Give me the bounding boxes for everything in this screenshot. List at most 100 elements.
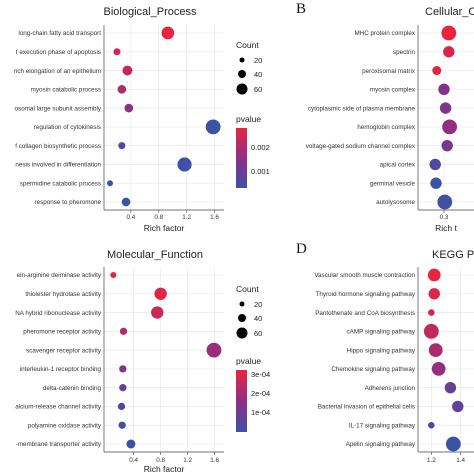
kegg-x-tick-label: 1.2 [427,457,436,464]
cc-point-mhc-protein-complex [441,25,457,41]
kegg-point-il-17-signaling-pathway [428,421,435,429]
bp-pvalue-colorbar [236,128,247,188]
cc-category-label-spectrin: spectrin [393,49,416,56]
mf-x-axis-label: Rich factor [144,464,185,474]
cc-category-label-peroxisomal-matrix: peroxisomal matrix [362,68,416,75]
bp-x-axis-label: Rich factor [144,223,185,233]
bp-category-label-spermidine-catabolic-process: spermidine catabolic process [20,180,101,187]
bp-point-spermidine-catabolic-process [107,180,113,187]
bp-point-nch-elongation-of-an-epithelium [122,65,133,76]
bp-point-regulation-of-cytokinesis [205,119,221,135]
cc-category-label-mhc-protein-complex: MHC protein complex [354,30,415,37]
bp-point-f-collagen-biosynthetic-process [118,142,126,150]
bp-point-osomal-large-subunit-assembly [124,103,134,113]
cc-category-label-germinal-vesicle: germinal vesicle [370,180,416,187]
bp-count-legend-dot-20 [239,57,245,63]
panel-letter-b: B [296,1,306,17]
mf-point-interleukin-1-receptor-binding [119,365,127,373]
mf-category-label-interleukin-1-receptor-binding: interleukin-1 receptor binding [20,366,102,373]
mf-count-legend-dot-60 [236,327,248,339]
mf-point-thiolester-hydrolase-activity [154,287,167,300]
mf-pvalue-label-2e04: 2e-04 [251,389,270,398]
cc-panel: 0.3 MHC protein complex spectrin peroxisoma… [306,25,474,233]
mf-pvalue-legend-title: pvalue [236,356,261,366]
mf-count-legend-title: Count [236,284,259,294]
mf-legend: Count 20 40 60 pvalue 3e-04 2e-04 1e-04 [236,284,270,432]
bp-count-label-20: 20 [254,56,262,65]
bp-category-label-long-chain-fatty-acid-transport: long-chain fatty acid transport [18,30,101,37]
kegg-category-label-camp-signaling-pathway: cAMP signaling pathway [347,329,416,336]
mf-pvalue-label-3e04: 3e-04 [251,370,270,379]
bp-point-response-to-pheromone [121,197,131,207]
mf-category-label-pheromone-receptor-activity: pheromone receptor activity [23,329,102,336]
cc-point-germinal-vesicle [430,177,442,189]
kegg-category-label-adherens-junction: Adherens junction [365,385,416,392]
mf-title: Molecular_Function [107,249,203,261]
cc-category-label-apical-cortex: apical cortex [380,162,416,169]
bp-category-label-myosin-catabolic-process: myosin catabolic process [31,87,101,94]
kegg-category-label-hippo-signaling-pathway: Hippo signaling pathway [347,347,416,354]
kegg-category-label-bacterial-invasion-of-epithelial-cells: Bacterial invasion of epithelial cells [318,404,415,411]
kegg-point-adherens-junction [444,381,457,394]
cc-point-voltage-gated-sodium-channel-complex [441,139,453,152]
bp-pvalue-legend-title: pvalue [236,114,261,124]
bp-count-label-40: 40 [254,70,262,79]
panel-letter-d: D [296,241,307,257]
mf-category-label-na-hybrid-ribonuclease-activity: NA hybrid ribonuclease activity [15,310,102,317]
cc-point-peroxisomal-matrix [432,66,442,76]
kegg-point-camp-signaling-pathway [423,323,439,339]
mf-point-alcium-release-channel-activity [117,402,126,411]
cc-category-label-myosin-complex: myosin complex [370,87,416,94]
mf-x-tick-label: 0.8 [156,457,165,464]
mf-x-tick-label: 1.2 [183,457,192,464]
kegg-category-label-il-17-signaling-pathway: IL-17 signaling pathway [349,422,416,429]
kegg-panel: 1.2 1.4 Vascular smooth muscle contraction… [314,267,474,464]
bp-category-label-f-execution-phase-of-apoptosis: f execution phase of apoptosis [16,49,101,56]
cc-point-myosin-complex [438,83,450,96]
cc-category-label-cytoplasmic-side-of-plasma-membrane: cytoplasmic side of plasma membrane [308,105,416,112]
bp-x-tick-label: 1.6 [210,214,219,221]
bp-count-label-60: 60 [254,85,262,94]
cc-title: Cellular_Com [425,6,474,18]
mf-category-label-ein-arginine-deiminase-activity: ein-arginine deiminase activity [17,272,102,279]
kegg-x-tick-label: 1.4 [456,457,465,464]
cc-category-label-voltage-gated-sodium-channel-complex: voltage-gated sodium channel complex [306,143,416,150]
kegg-point-apelin-signaling-pathway [445,436,461,452]
bp-point-f-execution-phase-of-apoptosis [113,48,121,56]
bp-category-label-regulation-of-cytokinesis: regulation of cytokinesis [34,124,101,131]
bp-count-legend-title: Count [236,40,259,50]
mf-count-legend-dot-20 [239,301,245,307]
kegg-category-label-pantothenate-and-coa-biosynthesis: Pantothenate and CoA biosynthesis [315,310,415,317]
bp-pvalue-label-0002: 0.002 [251,143,270,152]
bp-category-label-response-to-pheromone: response to pheromone [34,199,101,206]
kegg-category-label-chemokine-signaling-pathway: Chemokine signaling pathway [331,366,416,373]
kegg-point-hippo-signaling-pathway [428,343,443,358]
mf-category-label-scavenger-receptor-activity: scavenger receptor activity [26,347,102,354]
bp-category-label-osomal-large-subunit-assembly: osomal large subunit assembly [15,105,102,112]
mf-count-label-20: 20 [254,300,262,309]
bp-point-long-chain-fatty-acid-transport [161,26,175,40]
kegg-category-label-apelin-signaling-pathway: Apelin signaling pathway [346,441,416,448]
bp-category-label-nesis-involved-in-differentiation: nesis involved in differentiation [15,162,101,169]
cc-point-autolysosome [437,194,453,210]
bp-pvalue-label-0001: 0.001 [251,167,270,176]
mf-category-label-delta-catenin-binding: delta-catenin binding [43,385,102,392]
cc-category-label-hemoglobin-complex: hemoglobin complex [357,124,416,131]
bp-count-legend-dot-40 [238,70,246,78]
mf-point-na-hybrid-ribonuclease-activity [151,306,164,319]
bp-title: Biological_Process [104,6,197,18]
bp-legend: Count 20 40 60 pvalue 0.002 0.001 [236,40,270,188]
kegg-category-label-thyroid-hormone-signaling-pathway: Thyroid hormone signaling pathway [316,291,416,298]
kegg-point-vascular-smooth-muscle-contraction [427,268,441,282]
mf-x-tick-label: 0.4 [129,457,138,464]
cc-point-cytoplasmic-side-of-plasma-membrane [439,102,452,114]
bp-x-tick-label: 0.4 [127,214,136,221]
mf-x-tick-label: 1.6 [210,457,219,464]
bp-point-myosin-catabolic-process [117,85,127,94]
kegg-point-thyroid-hormone-signaling-pathway [428,288,440,300]
cc-point-apical-cortex [429,158,441,171]
mf-panel: 0.4 0.8 1.2 1.6 ein-arginine deiminase activ… [15,267,224,474]
mf-point-pheromone-receptor-activity [119,327,128,335]
kegg-title: KEGG Pa [432,249,474,261]
mf-count-legend-dot-40 [238,314,246,322]
